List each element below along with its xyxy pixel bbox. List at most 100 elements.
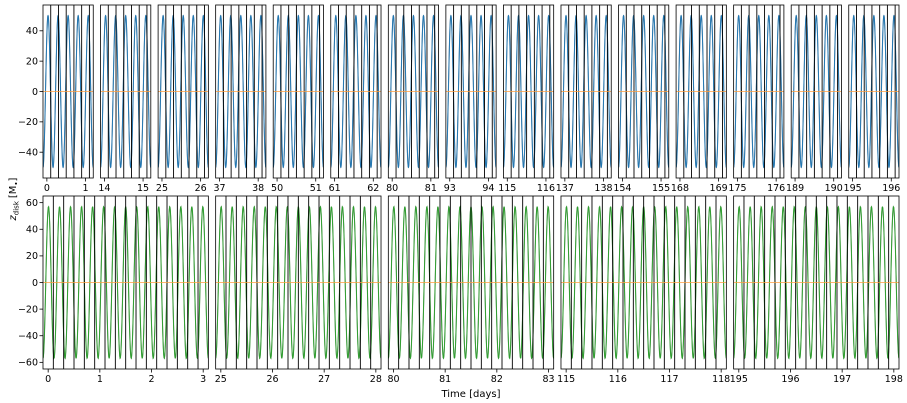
top-panel-10-plot [560, 5, 612, 178]
top-panel-7-x-tick-label-81: 81 [425, 183, 437, 194]
top-panel-15-x-tick-label-195: 195 [844, 183, 862, 194]
top-y-tick-label--20: −20 [18, 117, 38, 128]
bottom-panel-5: 195 196 197 198 [730, 195, 903, 385]
bottom-panel-4-x-tick-label-115: 115 [557, 374, 575, 385]
top-panel-5: 50 51 [271, 4, 324, 194]
bottom-panel-2-frame [215, 195, 382, 370]
bottom-panel-3-x-tick-label-80: 80 [387, 374, 399, 385]
top-series-line [215, 14, 266, 169]
top-panel-1-plot [43, 5, 94, 178]
top-panel-14-frame [790, 4, 842, 179]
top-panel-10-frame [560, 4, 612, 179]
bottom-panel-1-x-tick-label-3: 3 [200, 374, 206, 385]
top-series-line [330, 14, 382, 169]
top-panel-12-frame [675, 4, 727, 179]
bottom-panel-2: 25 26 27 28 [215, 195, 382, 385]
top-panel-3-frame [157, 4, 209, 179]
bottom-y-tick-label-60: 60 [26, 198, 38, 209]
top-panel-13-x-tick-label-176: 176 [767, 183, 785, 194]
top-panel-14-x-tick-label-190: 190 [825, 183, 843, 194]
top-panel-1-x-tick-label-0: 0 [44, 183, 50, 194]
top-panel-6: 61 62 [329, 4, 382, 194]
bottom-panel-1-plot [43, 196, 209, 369]
bottom-panel-4-x-tick-label-117: 117 [660, 374, 678, 385]
top-panel-12-x-tick-label-168: 168 [671, 183, 689, 194]
bottom-panel-5-x-tick-label-196: 196 [781, 374, 799, 385]
x-axis-label: Time [days] [440, 389, 500, 400]
bottom-panel-5-frame [733, 195, 900, 370]
top-panel-12-x-tick-label-169: 169 [710, 183, 728, 194]
top-panel-1: 0 1 −40 −20 0 20 40 [18, 4, 94, 194]
top-panel-9-frame [503, 4, 555, 179]
bottom-panel-5-x-tick-label-197: 197 [833, 374, 851, 385]
top-panel-3: 25 26 [156, 4, 209, 194]
bottom-y-tick-label--60: −60 [18, 358, 38, 369]
top-y-tick-label-20: 20 [26, 56, 38, 67]
top-series-line [560, 14, 612, 169]
bottom-panel-2-x-tick-label-26: 26 [266, 374, 278, 385]
top-panel-5-plot [273, 5, 324, 178]
y-axis-label-main: z [8, 214, 19, 221]
top-panel-2: 14 15 [98, 4, 152, 194]
top-series-line [676, 14, 727, 169]
top-panel-2-x-tick-label-14: 14 [98, 183, 110, 194]
top-panel-13-frame [733, 4, 785, 179]
top-panel-1-x-tick-label-1: 1 [82, 183, 88, 194]
bottom-panel-3: 80 81 82 83 [387, 195, 555, 385]
bottom-panel-1-x-tick-label-0: 0 [45, 374, 51, 385]
top-panel-7-frame [387, 4, 439, 179]
top-panel-15-x-tick-label-196: 196 [882, 183, 900, 194]
bottom-panel-3-x-tick-label-82: 82 [491, 374, 503, 385]
top-panel-6-x-tick-label-61: 61 [329, 183, 341, 194]
top-panel-7: 80 81 [386, 4, 439, 194]
top-panel-10-x-tick-label-138: 138 [594, 183, 612, 194]
bottom-panel-2-plot [215, 196, 382, 369]
y-axis-label-unit-subscript: • [13, 181, 21, 185]
top-panel-7-x-tick-label-80: 80 [386, 183, 398, 194]
bottom-y-tick-label-0: 0 [32, 278, 38, 289]
top-panel-8-frame [445, 4, 497, 179]
top-panel-14: 189 190 [786, 4, 843, 194]
top-panel-4-frame [215, 4, 267, 179]
bottom-panel-3-plot [388, 196, 554, 369]
top-panel-4: 37 38 [213, 4, 267, 194]
top-series-line [791, 14, 842, 169]
top-panel-3-x-tick-label-25: 25 [156, 183, 168, 194]
top-panel-6-x-tick-label-62: 62 [367, 183, 379, 194]
top-panel-15: 195 196 [844, 4, 900, 194]
top-series-line [445, 14, 497, 169]
bottom-panel-5-x-tick-label-198: 198 [885, 374, 903, 385]
bottom-panel-2-x-tick-label-27: 27 [318, 374, 330, 385]
top-series-line [158, 14, 209, 169]
top-panel-13: 175 176 [728, 4, 785, 194]
top-panel-15-frame [848, 4, 900, 179]
top-panel-12: 168 169 [671, 4, 728, 194]
y-axis-label-unit-close: ] [8, 177, 19, 181]
top-series-line [273, 14, 324, 169]
top-panel-11-x-tick-label-155: 155 [652, 183, 670, 194]
top-panel-8: 93 94 [444, 4, 497, 194]
top-panel-3-plot [158, 5, 209, 178]
top-panel-11: 154 155 [613, 4, 670, 194]
bottom-panel-2-x-tick-label-28: 28 [370, 374, 382, 385]
bottom-panel-4-frame [560, 195, 727, 370]
bottom-y-tick-label--40: −40 [18, 331, 38, 342]
top-panel-14-x-tick-label-189: 189 [786, 183, 804, 194]
top-panel-15-plot [848, 5, 899, 178]
bottom-panel-5-x-tick-label-195: 195 [730, 374, 748, 385]
top-panel-12-plot [676, 5, 727, 178]
bottom-panel-1-x-tick-label-1: 1 [97, 374, 103, 385]
bottom-panel-3-x-tick-label-81: 81 [439, 374, 451, 385]
top-panel-3-x-tick-label-26: 26 [195, 183, 207, 194]
bottom-panel-3-frame [387, 195, 555, 370]
top-panel-7-plot [388, 5, 439, 178]
top-series-line [100, 14, 151, 169]
top-panel-6-plot [330, 5, 382, 178]
bottom-y-tick-label-40: 40 [26, 225, 38, 236]
top-series-line [388, 14, 439, 169]
top-panel-10-x-tick-label-137: 137 [556, 183, 574, 194]
top-panel-8-plot [445, 5, 497, 178]
y-axis-label-unit: [M [8, 186, 19, 199]
bottom-panel-4-x-tick-label-118: 118 [712, 374, 730, 385]
